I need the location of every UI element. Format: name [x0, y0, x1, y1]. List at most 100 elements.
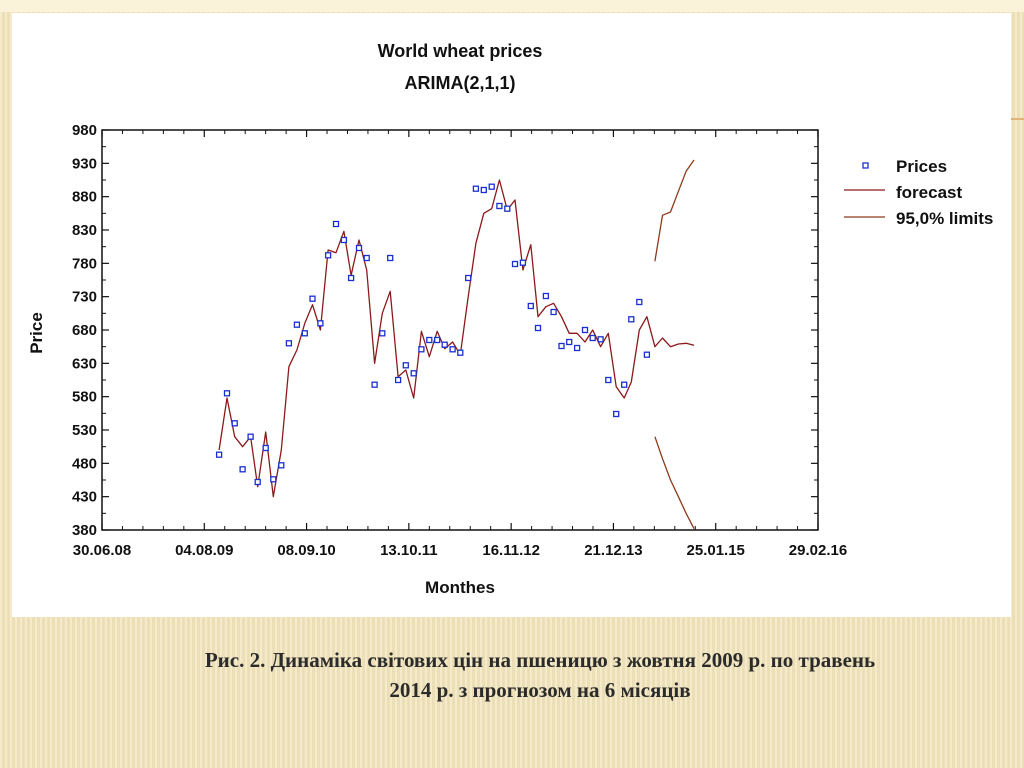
legend-label-prices: Prices: [896, 157, 947, 176]
caption-line-1: Рис. 2. Динаміка світових цін на пшеницю…: [204, 648, 876, 672]
series-layer: [215, 159, 695, 529]
decorative-line: [1008, 118, 1024, 120]
price-point: [418, 346, 425, 353]
y-tick-label: 580: [72, 389, 97, 406]
price-point: [223, 390, 231, 397]
x-tick-label: 21.12.13: [584, 542, 642, 559]
price-point: [527, 302, 534, 310]
y-tick-label: 880: [72, 189, 97, 206]
price-point: [363, 254, 370, 262]
price-point: [262, 444, 269, 452]
price-point: [340, 236, 348, 244]
legend: Prices forecast 95,0% limits: [844, 157, 993, 228]
price-point: [441, 341, 448, 348]
price-point: [410, 370, 417, 377]
price-point: [379, 330, 386, 337]
slide-top-band: [0, 0, 1024, 12]
price-point: [597, 336, 604, 343]
y-axis: 380 430 480 530 580 630 680 730 780 830 880 930 980: [72, 122, 818, 539]
price-point: [347, 274, 355, 282]
price-point: [511, 260, 519, 268]
price-point: [534, 324, 542, 332]
y-tick-label: 530: [72, 422, 97, 439]
price-point: [278, 462, 285, 469]
chart-subtitle: ARIMA(2,1,1): [404, 73, 515, 93]
price-point: [371, 381, 378, 388]
legend-marker-prices: [862, 162, 869, 169]
forecast-line: [218, 179, 695, 498]
wheat-price-chart: World wheat prices ARIMA(2,1,1) 380 430 48…: [27, 41, 993, 597]
limit-line-3: [654, 436, 695, 529]
price-point: [581, 326, 589, 334]
price-point: [488, 183, 495, 190]
price-point: [550, 308, 557, 316]
price-point: [247, 433, 254, 440]
y-tick-label: 730: [72, 289, 97, 306]
price-point: [324, 252, 332, 259]
y-tick-label: 430: [72, 489, 97, 506]
price-point: [317, 320, 324, 327]
x-tick-label: 04.08.09: [175, 542, 233, 559]
price-point: [589, 334, 596, 342]
y-tick-label: 830: [72, 222, 97, 239]
figure-caption: Рис. 2. Динаміка світових цін на пшеницю…: [60, 645, 1020, 705]
price-point: [239, 466, 246, 473]
plot-frame: [101, 129, 819, 531]
price-point: [621, 381, 628, 388]
price-point: [566, 338, 573, 346]
price-point: [605, 376, 612, 384]
y-tick-label: 780: [72, 255, 97, 272]
price-point: [434, 336, 441, 344]
price-point: [573, 344, 581, 352]
price-point: [504, 205, 511, 212]
price-point: [465, 274, 472, 282]
price-point: [426, 336, 433, 344]
legend-label-forecast: forecast: [896, 183, 962, 202]
price-point: [628, 316, 635, 323]
x-tick-label: 08.09.10: [277, 542, 335, 559]
price-point: [496, 202, 503, 210]
price-point: [332, 220, 340, 228]
price-point: [293, 321, 301, 328]
price-point: [472, 185, 480, 192]
price-point: [402, 362, 409, 369]
x-tick-label: 13.10.11: [380, 542, 438, 559]
y-tick-label: 380: [72, 522, 97, 539]
price-point: [542, 292, 550, 300]
y-tick-label: 680: [72, 322, 97, 339]
x-tick-label: 29.02.16: [789, 542, 847, 559]
x-tick-label: 30.06.08: [73, 542, 131, 559]
price-point: [215, 451, 223, 458]
x-axis-label: Monthes: [425, 578, 495, 597]
limit-line-2: [654, 159, 695, 262]
price-point: [519, 259, 527, 266]
price-point: [285, 340, 293, 347]
price-point: [457, 349, 464, 356]
x-tick-label: 16.11.12: [482, 542, 540, 559]
y-tick-label: 630: [72, 355, 97, 372]
x-axis: 30.06.08 04.08.09 08.09.10 13.10.11 16.11.12…: [73, 130, 847, 559]
price-point: [636, 298, 643, 306]
x-tick-label: 25.01.15: [687, 542, 745, 559]
y-axis-label: Price: [27, 312, 46, 354]
price-point: [643, 351, 651, 358]
y-tick-label: 480: [72, 455, 97, 472]
price-point: [480, 186, 487, 194]
price-point: [301, 330, 308, 337]
price-point: [558, 342, 565, 350]
chart-panel: World wheat prices ARIMA(2,1,1) 380 430 48…: [12, 13, 1011, 617]
price-point: [449, 346, 456, 353]
price-point: [394, 376, 402, 384]
price-point: [270, 476, 277, 483]
price-point: [613, 410, 620, 418]
chart-title: World wheat prices: [378, 41, 543, 61]
price-point: [387, 254, 394, 262]
price-point: [355, 244, 363, 252]
caption-line-2: 2014 р. з прогнозом на 6 місяців: [389, 678, 691, 702]
legend-label-limits: 95,0% limits: [896, 209, 993, 228]
price-point: [309, 295, 316, 302]
price-point: [231, 420, 238, 427]
y-tick-label: 930: [72, 155, 97, 172]
y-tick-label: 980: [72, 122, 97, 139]
price-point: [254, 478, 261, 486]
